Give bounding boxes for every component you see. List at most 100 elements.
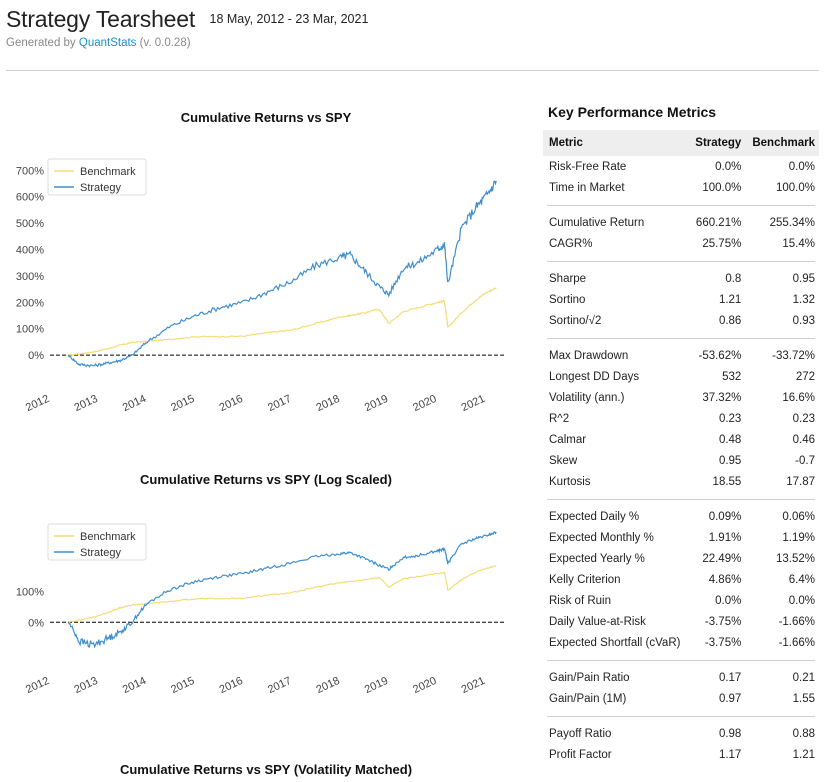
metrics-group-divider xyxy=(543,492,819,506)
benchmark-value: 1.21 xyxy=(792,748,815,761)
x-tick-label: 2021 xyxy=(460,393,487,414)
strategy-value: 0.98 xyxy=(718,727,742,740)
chart-title-log-scaled: Cumulative Returns vs SPY (Log Scaled) xyxy=(140,472,392,487)
metrics-row: Risk-Free Rate 0.0% 0.0% xyxy=(543,156,819,177)
metrics-header-row: Metric Strategy Benchmark xyxy=(543,130,819,156)
benchmark-value: 0.93 xyxy=(792,314,815,327)
strategy-value: -3.75% xyxy=(704,615,742,628)
metrics-row: Longest DD Days 532 272 xyxy=(543,366,819,387)
page-title: Strategy Tearsheet xyxy=(6,6,196,32)
strategy-value: 0.0% xyxy=(715,594,742,607)
legend-box xyxy=(47,523,147,561)
benchmark-value: 272 xyxy=(795,370,815,383)
metric-name: Longest DD Days xyxy=(549,370,640,383)
chart-title-volatility-matched: Cumulative Returns vs SPY (Volatility Ma… xyxy=(119,762,413,777)
y-tick-label: 300% xyxy=(16,271,44,283)
x-tick-label: 2014 xyxy=(121,393,148,414)
strategy-value: 18.55 xyxy=(712,475,742,488)
metrics-group-divider xyxy=(543,709,819,723)
metric-name: Risk-Free Rate xyxy=(549,160,627,173)
metrics-row: Kelly Criterion 4.86% 6.4% xyxy=(543,569,819,590)
benchmark-value: 255.34% xyxy=(769,216,815,229)
metric-name: Expected Monthly % xyxy=(549,531,654,544)
benchmark-value: 0.46 xyxy=(792,433,815,446)
benchmark-value: -33.72% xyxy=(772,349,815,362)
x-tick-label: 2017 xyxy=(266,675,293,696)
metrics-row: Expected Yearly % 22.49% 13.52% xyxy=(543,548,819,569)
series-line-benchmark xyxy=(68,565,497,624)
metrics-row: Profit Factor 1.17 1.21 xyxy=(543,744,819,765)
quantstats-link[interactable]: QuantStats xyxy=(78,37,137,49)
benchmark-value: -0.7 xyxy=(795,454,815,467)
benchmark-value: 13.52% xyxy=(775,552,815,565)
metrics-row: Expected Monthly % 1.91% 1.19% xyxy=(543,527,819,548)
metrics-row: Expected Shortfall (cVaR) -3.75% -1.66% xyxy=(543,632,819,653)
metrics-row: Kurtosis 18.55 17.87 xyxy=(543,471,819,492)
strategy-value: -3.75% xyxy=(704,636,742,649)
metrics-table: Metric Strategy Benchmark Risk-Free Rate… xyxy=(543,130,819,765)
metric-name: Time in Market xyxy=(549,181,625,194)
metric-name: Sortino/√2 xyxy=(549,314,602,327)
legend-label-strategy: Strategy xyxy=(80,547,121,559)
strategy-value: 4.86% xyxy=(708,573,742,586)
legend-label-benchmark: Benchmark xyxy=(80,531,136,543)
metrics-group-divider xyxy=(543,653,819,667)
strategy-value: 1.91% xyxy=(708,531,742,544)
chart-title-cumulative: Cumulative Returns vs SPY xyxy=(180,110,352,125)
metric-name: Daily Value-at-Risk xyxy=(549,615,646,628)
y-tick-label: 0% xyxy=(28,350,44,362)
metrics-row: Risk of Ruin 0.0% 0.0% xyxy=(543,590,819,611)
x-tick-label: 2018 xyxy=(314,393,341,414)
metrics-row: Expected Daily % 0.09% 0.06% xyxy=(543,506,819,527)
generated-version: (v. 0.0.28) xyxy=(136,37,191,49)
header-divider xyxy=(6,70,819,71)
metric-name: Cumulative Return xyxy=(549,216,645,229)
y-tick-label: 400% xyxy=(16,245,44,257)
benchmark-value: 0.0% xyxy=(788,160,815,173)
page-header: Strategy Tearsheet 18 May, 2012 - 23 Mar… xyxy=(6,6,368,49)
benchmark-value: 0.95 xyxy=(792,272,815,285)
x-tick-label: 2018 xyxy=(314,675,341,696)
chart-legend: Benchmark Strategy xyxy=(47,523,147,561)
metrics-row: Volatility (ann.) 37.32% 16.6% xyxy=(543,387,819,408)
metrics-row: Gain/Pain (1M) 0.97 1.55 xyxy=(543,688,819,709)
y-tick-label: 700% xyxy=(16,165,44,177)
metric-name: Skew xyxy=(549,454,578,467)
benchmark-value: 0.88 xyxy=(792,727,815,740)
x-tick-label: 2021 xyxy=(460,675,487,696)
x-tick-label: 2019 xyxy=(363,393,390,414)
metric-name: R^2 xyxy=(549,412,570,425)
metrics-group-divider xyxy=(543,331,819,345)
metrics-group-divider xyxy=(543,254,819,268)
metric-name: Profit Factor xyxy=(549,748,612,761)
metrics-row: Time in Market 100.0% 100.0% xyxy=(543,177,819,198)
x-tick-label: 2012 xyxy=(24,393,51,414)
metrics-row: Sortino/√2 0.86 0.93 xyxy=(543,310,819,331)
strategy-value: 0.95 xyxy=(718,454,742,467)
generated-prefix: Generated by xyxy=(6,37,79,49)
strategy-value: 0.09% xyxy=(708,510,742,523)
strategy-value: 37.32% xyxy=(702,391,742,404)
x-tick-label: 2020 xyxy=(411,393,438,414)
column-header-strategy: Strategy xyxy=(695,137,742,149)
metrics-row: Sharpe 0.8 0.95 xyxy=(543,268,819,289)
x-tick-label: 2015 xyxy=(169,675,196,696)
metrics-body: Risk-Free Rate 0.0% 0.0% Time in Market 100.… xyxy=(543,156,819,765)
x-tick-label: 2013 xyxy=(72,675,99,696)
benchmark-value: 0.06% xyxy=(782,510,815,523)
benchmark-value: 0.21 xyxy=(792,671,815,684)
column-header-metric: Metric xyxy=(549,137,583,149)
benchmark-value: 1.32 xyxy=(792,293,815,306)
benchmark-value: 16.6% xyxy=(782,391,815,404)
y-tick-label: 100% xyxy=(16,324,44,336)
metric-name: Risk of Ruin xyxy=(549,594,611,607)
metrics-group-divider xyxy=(543,198,819,212)
metrics-row: Calmar 0.48 0.46 xyxy=(543,429,819,450)
series-line-strategy xyxy=(67,180,497,368)
metrics-row: Max Drawdown -53.62% -33.72% xyxy=(543,345,819,366)
series-line-strategy xyxy=(67,531,497,649)
strategy-value: 22.49% xyxy=(702,552,742,565)
metrics-row: Gain/Pain Ratio 0.17 0.21 xyxy=(543,667,819,688)
x-tick-label: 2014 xyxy=(121,675,148,696)
column-header-benchmark: Benchmark xyxy=(752,137,815,149)
